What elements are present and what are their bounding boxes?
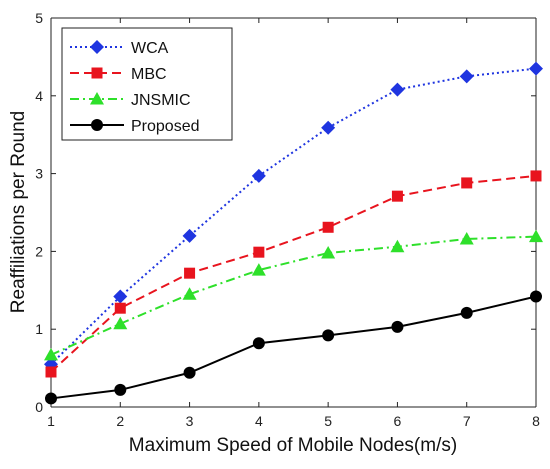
legend-items: WCA MBC JNSMIC Proposed <box>70 40 200 135</box>
legend-item: JNSMIC <box>70 92 191 109</box>
x-tick-label: 5 <box>324 413 332 429</box>
data-point-square <box>184 267 196 279</box>
y-tick-label: 0 <box>35 399 43 415</box>
legend-item: WCA <box>70 40 169 57</box>
data-point-square <box>45 366 57 378</box>
data-point-triangle <box>390 239 405 253</box>
series-group <box>44 61 543 405</box>
y-tick-label: 4 <box>35 88 43 104</box>
data-point-triangle <box>182 287 197 300</box>
legend-item: MBC <box>70 66 167 83</box>
x-tick-label: 1 <box>47 413 55 429</box>
data-point-triangle <box>459 231 474 245</box>
data-point-circle <box>530 290 542 303</box>
data-point-circle <box>114 383 127 396</box>
legend-label: WCA <box>131 40 169 57</box>
series-mbc <box>45 170 542 378</box>
series-line <box>50 174 537 373</box>
series-proposed <box>45 290 542 405</box>
data-point-square <box>391 190 403 202</box>
y-tick-label: 3 <box>35 166 43 182</box>
data-point-diamond <box>113 289 128 304</box>
legend-marker <box>91 119 103 131</box>
y-tick-label: 5 <box>35 10 43 26</box>
data-point-triangle <box>529 229 543 243</box>
legend-marker <box>90 40 104 54</box>
y-ticks: 0 1 2 3 4 5 <box>35 10 536 415</box>
y-tick-label: 1 <box>35 321 43 337</box>
data-point-triangle <box>321 245 336 259</box>
data-point-circle <box>252 337 265 350</box>
series-jnsmic <box>44 229 543 361</box>
legend: WCA MBC JNSMIC Proposed <box>61 27 233 141</box>
data-point-square <box>114 302 126 314</box>
data-point-triangle <box>44 347 58 361</box>
data-point-square <box>253 246 265 258</box>
data-point-diamond <box>390 82 405 97</box>
data-point-diamond <box>251 168 266 183</box>
x-tick-label: 3 <box>186 413 194 429</box>
y-axis-label: Reaffiliations per Round <box>8 111 29 313</box>
legend-item: Proposed <box>70 118 200 135</box>
series-line <box>50 235 537 356</box>
data-point-circle <box>183 366 196 379</box>
x-tick-label: 4 <box>255 413 263 429</box>
data-point-diamond <box>459 69 474 84</box>
data-point-square <box>322 221 334 233</box>
axes-frame <box>50 17 537 408</box>
x-axis-label: Maximum Speed of Mobile Nodes(m/s) <box>129 435 457 456</box>
data-point-triangle <box>113 316 128 330</box>
legend-label: Proposed <box>131 118 200 135</box>
data-point-circle <box>460 306 473 319</box>
data-point-square <box>461 177 473 189</box>
data-point-circle <box>391 320 404 333</box>
legend-marker <box>90 92 104 105</box>
data-point-diamond <box>182 228 197 243</box>
data-point-square <box>530 170 542 182</box>
data-point-diamond <box>529 61 543 76</box>
y-tick-label: 2 <box>35 243 43 259</box>
data-point-diamond <box>321 120 336 135</box>
x-tick-label: 2 <box>116 413 124 429</box>
x-tick-label: 8 <box>532 413 540 429</box>
legend-marker <box>91 67 103 79</box>
data-point-circle <box>45 392 57 405</box>
x-tick-label: 6 <box>394 413 402 429</box>
data-point-triangle <box>251 263 266 276</box>
legend-label: MBC <box>131 66 167 83</box>
data-point-circle <box>322 329 335 342</box>
series-line <box>50 295 537 400</box>
x-tick-label: 7 <box>463 413 471 429</box>
legend-label: JNSMIC <box>131 92 191 109</box>
x-ticks: 1 2 3 4 5 6 7 8 <box>47 18 540 429</box>
